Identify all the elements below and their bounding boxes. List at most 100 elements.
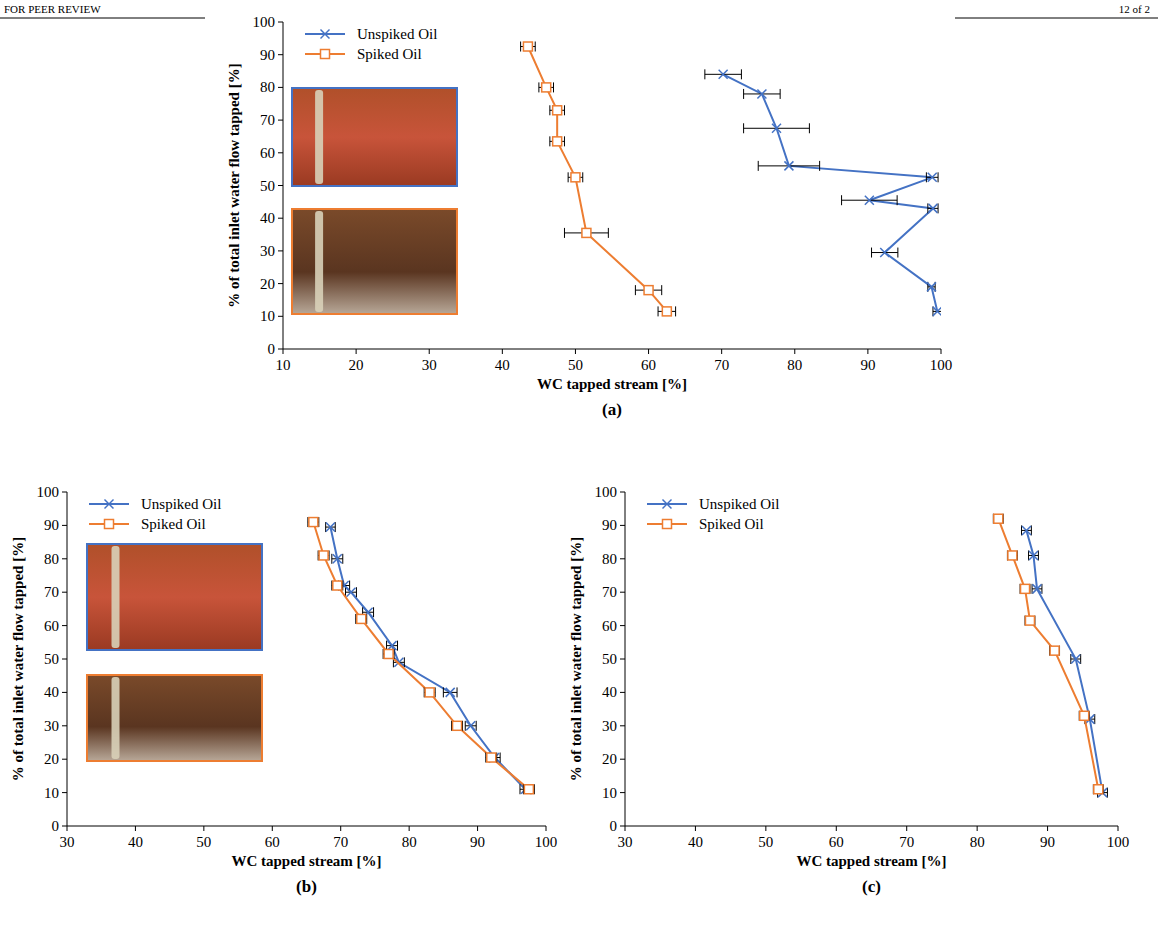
y-tick <box>62 725 67 726</box>
header-rule <box>0 18 205 19</box>
marker-stroke <box>784 161 793 170</box>
data-point <box>425 688 434 697</box>
y-tick-label: 10 <box>260 308 275 324</box>
error-bar <box>1071 654 1081 664</box>
error-bar-cap <box>564 105 565 115</box>
error-bar-cap <box>520 42 521 52</box>
data-point <box>1050 646 1059 655</box>
legend-item: Unspiked Oil <box>647 496 779 512</box>
y-tick <box>620 558 625 559</box>
marker-stroke <box>927 282 936 291</box>
error-bar <box>705 69 742 79</box>
y-tick <box>278 54 283 55</box>
marker-stroke <box>333 554 342 563</box>
error-bar-cap <box>443 687 444 697</box>
marker-stroke <box>105 500 114 509</box>
y-tick <box>620 725 625 726</box>
x-tick <box>409 826 410 831</box>
error-bar <box>424 687 435 697</box>
y-tick <box>62 792 67 793</box>
error-bar <box>332 581 343 591</box>
x-tick-label: 50 <box>568 357 583 373</box>
y-tick <box>620 492 625 493</box>
y-tick <box>62 659 67 660</box>
error-bar-cap <box>568 172 569 182</box>
series-line <box>998 519 1098 790</box>
y-tick-label: 60 <box>602 618 617 634</box>
error-bar-cap <box>331 554 332 564</box>
x-tick-label: 100 <box>930 357 953 373</box>
legend-label: Spiked Oil <box>141 516 206 532</box>
y-tick-label: 60 <box>260 145 275 161</box>
inset-photo <box>87 544 262 650</box>
inset-photo <box>87 675 262 761</box>
error-bar-cap <box>819 161 820 171</box>
error-bar <box>443 687 457 697</box>
y-tick-label: 80 <box>44 551 59 567</box>
y-tick-label: 0 <box>268 341 276 357</box>
error-bar-cap <box>938 172 939 182</box>
y-tick-label: 30 <box>44 718 59 734</box>
x-tick-label: 90 <box>470 834 485 850</box>
x-tick-label: 70 <box>899 834 914 850</box>
x-tick <box>477 826 478 831</box>
x-tick <box>135 826 136 831</box>
error-bar <box>1025 616 1035 626</box>
legend-marker <box>321 50 330 59</box>
series-line <box>723 74 937 311</box>
error-bar-cap <box>758 161 759 171</box>
error-bar-cap <box>356 587 357 597</box>
x-tick-label: 80 <box>970 834 985 850</box>
x-tick <box>977 826 978 831</box>
error-bar <box>658 306 676 316</box>
plot-area <box>993 514 1107 798</box>
marker-stroke <box>446 688 455 697</box>
error-bar-cap <box>373 607 374 617</box>
data-point <box>523 42 532 51</box>
y-tick-label: 100 <box>37 484 60 500</box>
y-tick-label: 80 <box>602 551 617 567</box>
error-bar-cap <box>564 228 565 238</box>
data-point <box>1033 584 1042 593</box>
data-point <box>524 785 533 794</box>
data-point <box>487 753 496 762</box>
x-tick-label: 80 <box>787 357 802 373</box>
error-bar <box>926 172 938 182</box>
marker-stroke <box>880 248 889 257</box>
x-tick-label: 30 <box>618 834 633 850</box>
x-tick <box>941 349 942 354</box>
error-bar <box>318 550 329 560</box>
marker-stroke <box>928 204 937 213</box>
error-bar <box>928 282 935 292</box>
error-bar <box>326 522 336 532</box>
data-point <box>1094 785 1103 794</box>
x-tick <box>356 349 357 354</box>
error-bar-cap <box>519 784 520 794</box>
marker-stroke <box>333 554 342 563</box>
error-bar <box>523 784 534 794</box>
x-tick-label: 30 <box>422 357 437 373</box>
error-bar <box>744 89 781 99</box>
y-tick-label: 70 <box>602 584 617 600</box>
legend-marker <box>321 30 330 39</box>
y-axis-title: % of total inlet water flow tapped [%] <box>226 63 242 307</box>
error-bar-cap <box>549 105 550 115</box>
marker-stroke <box>321 30 330 39</box>
marker-stroke <box>933 307 941 316</box>
error-bar <box>550 136 565 146</box>
data-point <box>1025 616 1034 625</box>
x-tick-label: 40 <box>128 834 143 850</box>
x-tick <box>429 349 430 354</box>
error-bar <box>308 517 319 527</box>
marker-stroke <box>772 124 781 133</box>
x-tick <box>340 826 341 831</box>
error-bar-cap <box>500 753 501 763</box>
error-bar-cap <box>582 172 583 182</box>
x-tick <box>906 826 907 831</box>
x-tick-label: 50 <box>196 834 211 850</box>
x-tick-label: 60 <box>641 357 656 373</box>
legend-label: Unspiked Oil <box>699 496 779 512</box>
error-bar <box>1079 711 1089 721</box>
y-tick-label: 30 <box>602 718 617 734</box>
data-point <box>933 307 941 316</box>
